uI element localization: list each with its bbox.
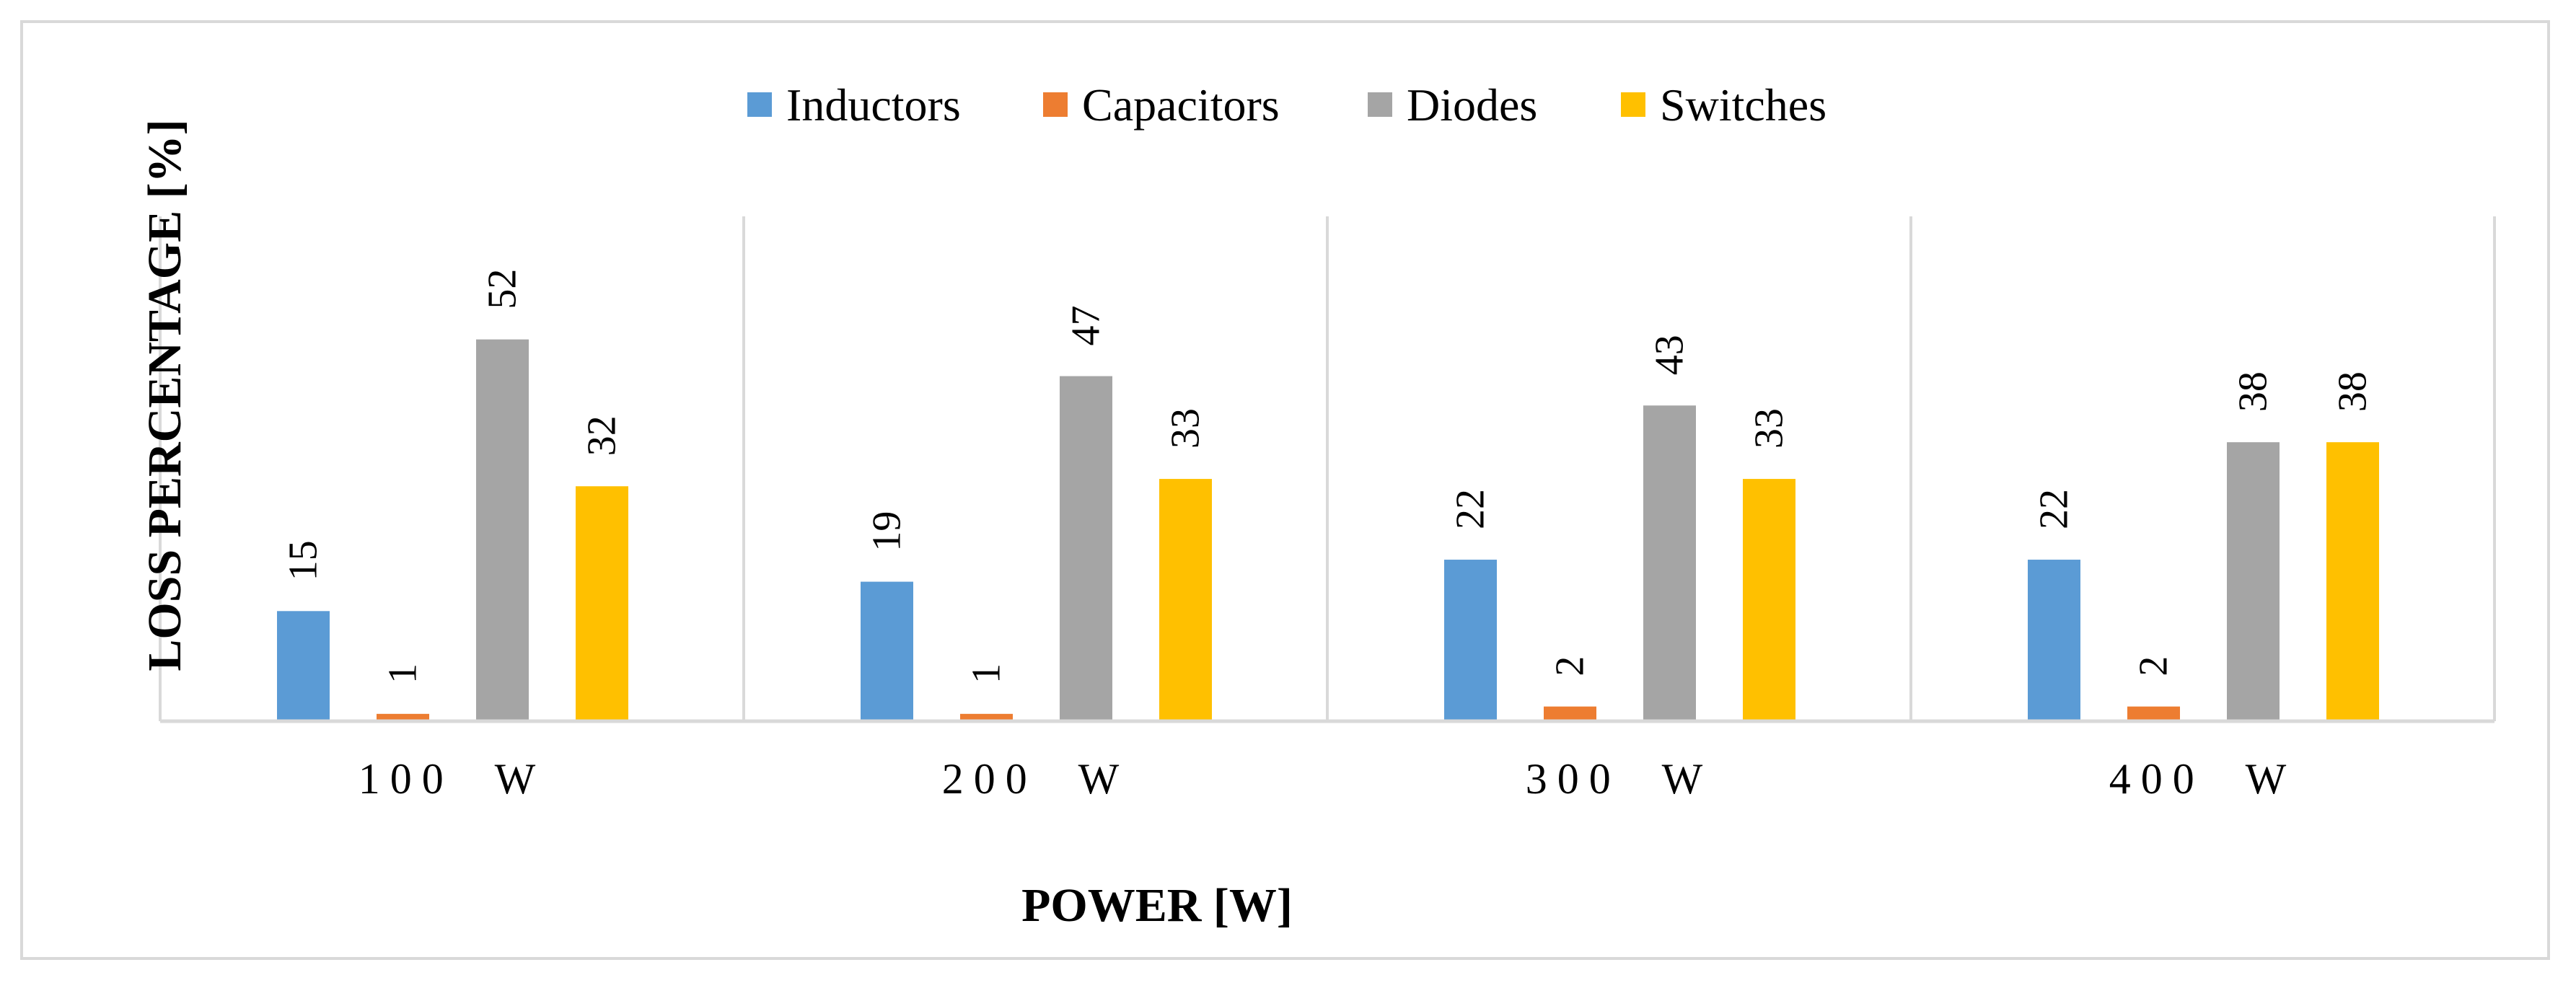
bar-switches-1 xyxy=(576,486,628,721)
bar-inductors-3 xyxy=(1444,560,1497,721)
data-label-diodes-2: 47 xyxy=(1064,306,1109,346)
bar-diodes-1 xyxy=(476,339,529,721)
chart-frame xyxy=(20,20,2550,960)
data-label-capacitors-1: 1 xyxy=(381,664,426,684)
legend-swatch-inductors xyxy=(747,92,772,117)
category-separators xyxy=(159,216,2496,721)
bar-capacitors-3 xyxy=(1544,706,1596,721)
data-label-capacitors-2: 1 xyxy=(964,664,1009,684)
bar-inductors-4 xyxy=(2028,560,2080,721)
data-label-inductors-2: 19 xyxy=(865,511,910,552)
data-label-diodes-1: 52 xyxy=(480,269,525,309)
bar-inductors-1 xyxy=(277,611,330,721)
data-label-inductors-1: 15 xyxy=(281,540,326,581)
category-label: 100 W xyxy=(359,755,546,803)
category-labels-group: 100 W 200 W 300 W 400 W xyxy=(359,755,2297,803)
legend-label-inductors: Inductors xyxy=(786,79,961,131)
data-label-diodes-3: 43 xyxy=(1648,335,1692,375)
data-label-switches-2: 33 xyxy=(1164,408,1208,449)
bar-inductors-2 xyxy=(861,581,913,721)
legend-swatch-switches xyxy=(1621,92,1645,117)
y-axis-title: LOSS PERCENTAGE [%] xyxy=(139,119,191,671)
bar-switches-3 xyxy=(1743,479,1795,721)
bar-diodes-3 xyxy=(1643,405,1696,721)
x-axis-title: POWER [W] xyxy=(1021,879,1293,932)
data-label-diodes-4: 38 xyxy=(2231,371,2276,412)
data-label-switches-4: 38 xyxy=(2331,371,2375,412)
legend-swatch-diodes xyxy=(1368,92,1392,117)
data-label-inductors-4: 22 xyxy=(2032,489,2077,529)
legend-label-diodes: Diodes xyxy=(1407,79,1537,131)
bar-diodes-2 xyxy=(1060,376,1112,721)
legend-label-switches: Switches xyxy=(1660,79,1827,131)
bar-capacitors-4 xyxy=(2127,706,2180,721)
data-label-switches-3: 33 xyxy=(1747,408,1792,449)
legend-label-capacitors: Capacitors xyxy=(1082,79,1280,131)
category-label: 400 W xyxy=(2109,755,2297,803)
bar-capacitors-2 xyxy=(960,713,1013,721)
data-label-capacitors-3: 2 xyxy=(1548,656,1593,676)
bar-diodes-4 xyxy=(2227,442,2280,721)
category-label: 200 W xyxy=(942,755,1130,803)
legend: Inductors Capacitors Diodes Switches xyxy=(747,79,1827,131)
data-label-inductors-3: 22 xyxy=(1449,489,1493,529)
data-label-capacitors-4: 2 xyxy=(2132,656,2176,676)
data-label-switches-1: 32 xyxy=(580,415,625,456)
bar-capacitors-1 xyxy=(377,713,429,721)
category-label: 300 W xyxy=(1526,755,1713,803)
bars-group xyxy=(277,339,2379,721)
bar-switches-4 xyxy=(2326,442,2379,721)
bar-switches-2 xyxy=(1159,479,1212,721)
legend-swatch-capacitors xyxy=(1043,92,1068,117)
